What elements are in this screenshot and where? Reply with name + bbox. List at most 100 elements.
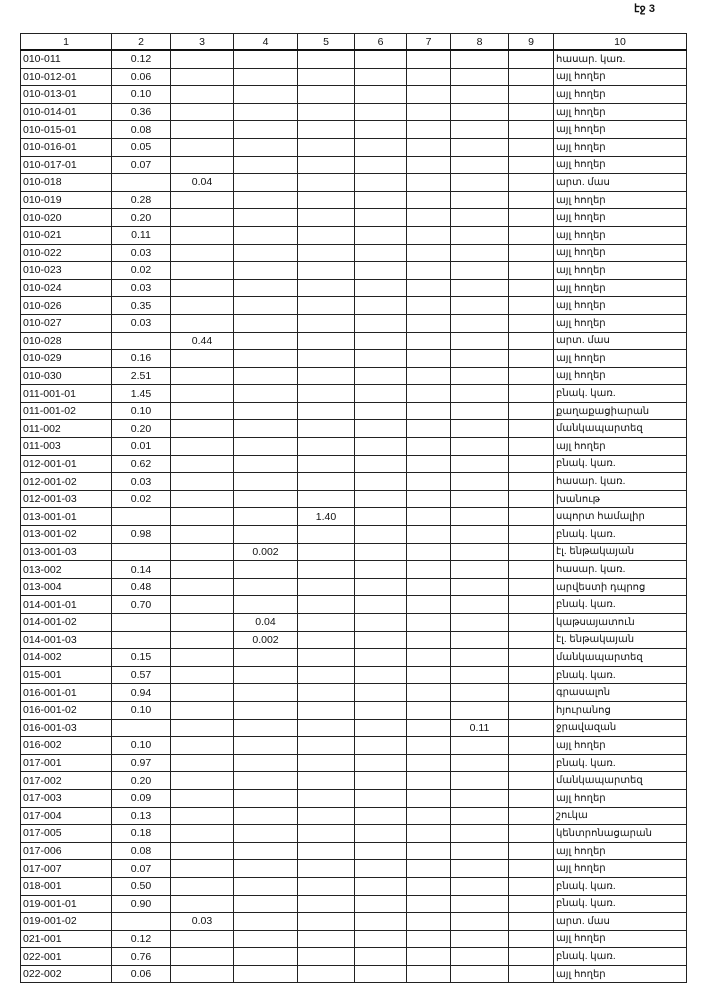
value-cell-col2: 0.08 xyxy=(111,120,171,139)
value-cell-col7 xyxy=(406,525,451,544)
parcel-code-cell: 010-028 xyxy=(20,331,112,351)
value-cell-col5 xyxy=(297,771,355,790)
value-cell-col2: 0.06 xyxy=(111,67,171,87)
value-cell-col4 xyxy=(233,120,298,139)
value-cell-col8 xyxy=(450,929,509,949)
value-cell-col2 xyxy=(111,331,171,351)
land-use-cell: կաթսայատուն xyxy=(553,613,687,632)
value-cell-col5 xyxy=(297,331,355,351)
value-cell-col9 xyxy=(508,472,554,491)
table-row: 012-001-02 0.03 հասար. կառ. xyxy=(20,472,687,491)
value-cell-col5 xyxy=(297,137,355,157)
land-use-cell: բնակ. կառ. xyxy=(553,894,687,914)
value-cell-col2: 0.70 xyxy=(111,595,171,614)
value-cell-col8 xyxy=(450,700,509,720)
value-cell-col6 xyxy=(354,261,407,280)
value-cell-col4 xyxy=(233,313,298,333)
table-row: 022-001 0.76 բնակ. կառ. xyxy=(20,947,687,966)
parcel-code-cell: 010-030 xyxy=(20,366,112,386)
value-cell-col6 xyxy=(354,313,407,333)
value-cell-col3 xyxy=(170,806,234,826)
value-cell-col4 xyxy=(233,859,298,878)
value-cell-col9 xyxy=(508,155,554,175)
value-cell-col3 xyxy=(170,859,234,878)
table-row: 010-012-01 0.06 այլ հողեր xyxy=(20,67,687,87)
parcel-code-cell: 013-001-02 xyxy=(20,525,112,544)
parcel-code-cell: 013-001-01 xyxy=(20,507,112,527)
value-cell-col4 xyxy=(233,964,298,984)
value-cell-col2: 0.12 xyxy=(111,929,171,949)
value-cell-col6 xyxy=(354,190,407,210)
parcel-code-cell: 017-002 xyxy=(20,771,112,790)
value-cell-col9 xyxy=(508,243,554,263)
value-cell-col8 xyxy=(450,454,509,474)
value-cell-col7 xyxy=(406,700,451,720)
value-cell-col6 xyxy=(354,700,407,720)
value-cell-col6 xyxy=(354,155,407,175)
value-cell-col8 xyxy=(450,683,509,702)
land-use-cell: մանկապարտեզ xyxy=(553,771,687,790)
value-cell-col2: 0.10 xyxy=(111,700,171,720)
value-cell-col3 xyxy=(170,401,234,421)
table-row: 010-023 0.02 այլ հողեր xyxy=(20,261,687,280)
value-cell-col2 xyxy=(111,613,171,632)
land-use-cell: արտ. մաս xyxy=(553,912,687,931)
value-cell-col7 xyxy=(406,85,451,104)
value-cell-col7 xyxy=(406,225,451,245)
value-cell-col7 xyxy=(406,349,451,368)
value-cell-col2: 0.03 xyxy=(111,278,171,298)
value-cell-col6 xyxy=(354,630,407,650)
value-cell-col3 xyxy=(170,929,234,949)
value-cell-col2: 0.35 xyxy=(111,296,171,315)
value-cell-col9 xyxy=(508,419,554,439)
value-cell-col8 xyxy=(450,384,509,403)
value-cell-col4 xyxy=(233,929,298,949)
value-cell-col9 xyxy=(508,190,554,210)
land-use-cell: այլ հողեր xyxy=(553,296,687,315)
value-cell-col9 xyxy=(508,718,554,738)
value-cell-col8 xyxy=(450,577,509,597)
parcel-code-cell: 010-016-01 xyxy=(20,137,112,157)
value-cell-col9 xyxy=(508,560,554,579)
value-cell-col2: 0.20 xyxy=(111,208,171,227)
table-row: 011-002 0.20 մանկապարտեզ xyxy=(20,419,687,439)
table-row: 010-022 0.03 այլ հողեր xyxy=(20,243,687,263)
value-cell-col9 xyxy=(508,929,554,949)
land-use-cell: այլ հողեր xyxy=(553,313,687,333)
value-cell-col4 xyxy=(233,261,298,280)
table-row: 013-001-03 0.002 էլ. ենթակայան xyxy=(20,542,687,562)
value-cell-col7 xyxy=(406,648,451,667)
value-cell-col4 xyxy=(233,208,298,227)
value-cell-col8 xyxy=(450,437,509,456)
value-cell-col5 xyxy=(297,630,355,650)
land-use-cell: էլ. ենթակայան xyxy=(553,542,687,562)
value-cell-col5 xyxy=(297,489,355,509)
parcel-code-cell: 019-001-01 xyxy=(20,894,112,914)
land-use-cell: բնակ. կառ. xyxy=(553,384,687,403)
value-cell-col7 xyxy=(406,472,451,491)
value-cell-col3 xyxy=(170,542,234,562)
parcel-code-cell: 010-026 xyxy=(20,296,112,315)
parcel-code-cell: 014-001-03 xyxy=(20,630,112,650)
value-cell-col4 xyxy=(233,366,298,386)
value-cell-col7 xyxy=(406,841,451,861)
value-cell-col4 xyxy=(233,489,298,509)
value-cell-col3 xyxy=(170,489,234,509)
value-cell-col8 xyxy=(450,349,509,368)
value-cell-col6 xyxy=(354,964,407,984)
value-cell-col8 xyxy=(450,243,509,263)
value-cell-col3 xyxy=(170,349,234,368)
value-cell-col3 xyxy=(170,190,234,210)
value-cell-col9 xyxy=(508,683,554,702)
land-use-cell: այլ հողեր xyxy=(553,736,687,755)
value-cell-col2: 0.11 xyxy=(111,225,171,245)
value-cell-col3: 0.04 xyxy=(170,173,234,192)
value-cell-col2: 0.98 xyxy=(111,525,171,544)
table-row: 016-001-03 0.11 ջրավազան xyxy=(20,718,687,738)
value-cell-col2: 0.15 xyxy=(111,648,171,667)
parcel-code-cell: 010-012-01 xyxy=(20,67,112,87)
value-cell-col2: 0.18 xyxy=(111,824,171,843)
value-cell-col5 xyxy=(297,208,355,227)
value-cell-col6 xyxy=(354,419,407,439)
value-cell-col8: 0.11 xyxy=(450,718,509,738)
